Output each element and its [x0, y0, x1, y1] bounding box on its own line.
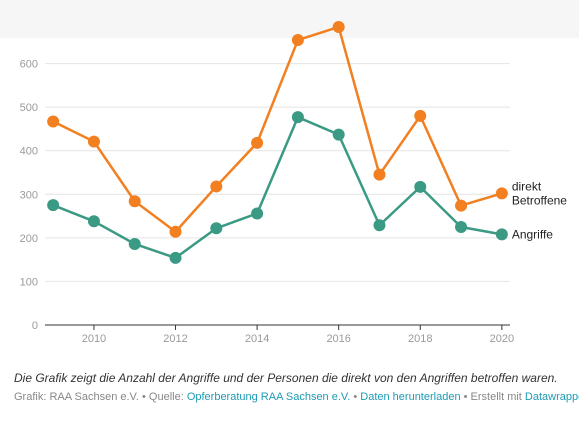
credits-separator: • — [350, 391, 361, 403]
data-point-direkt-betroffene-2014[interactable] — [251, 136, 264, 149]
chart-credits: Grafik: RAA Sachsen e.V. • Quelle: Opfer… — [14, 391, 579, 403]
data-point-direkt-betroffene-2020[interactable] — [495, 187, 508, 200]
series-label-angriffe-0: Angriffe — [512, 227, 553, 241]
data-point-direkt-betroffene-2013[interactable] — [210, 180, 223, 193]
x-tick-label-2012: 2012 — [163, 333, 187, 345]
series-line-direkt-betroffene — [52, 25, 503, 234]
y-tick-label-500: 500 — [20, 102, 38, 114]
credits-prefix: Grafik: RAA Sachsen e.V. • Quelle: — [14, 391, 187, 403]
series-label-direkt-betroffene-1: Betroffene — [512, 193, 567, 207]
source-link[interactable]: Opferberatung RAA Sachsen e.V. — [186, 391, 351, 403]
data-point-angriffe-2014[interactable] — [251, 207, 264, 220]
data-point-angriffe-2009[interactable] — [47, 199, 60, 212]
data-point-direkt-betroffene-2018[interactable] — [414, 109, 427, 122]
line-chart: 0 100 200 300 400 500 600 2010 2012 2014 2016 2018… — [20, 20, 567, 345]
series-line-angriffe — [52, 115, 503, 260]
data-point-angriffe-2012[interactable] — [169, 251, 182, 264]
data-point-direkt-betroffene-2012[interactable] — [169, 225, 182, 238]
datawrapper-link[interactable]: Datawrapper — [524, 391, 579, 403]
data-point-angriffe-2020[interactable] — [495, 228, 508, 241]
data-point-direkt-betroffene-2015[interactable] — [291, 34, 304, 47]
x-tick-label-2016: 2016 — [326, 333, 350, 345]
data-point-angriffe-2019[interactable] — [455, 220, 468, 233]
y-tick-label-100: 100 — [20, 276, 38, 288]
series-label-direkt-betroffene-0: direkt — [512, 179, 542, 193]
data-point-direkt-betroffene-2011[interactable] — [128, 195, 141, 208]
y-tick-label-600: 600 — [20, 59, 38, 71]
data-point-direkt-betroffene-2019[interactable] — [455, 199, 468, 212]
grid-lines — [45, 63, 510, 326]
top-band — [0, 0, 579, 38]
data-point-angriffe-2011[interactable] — [128, 237, 141, 250]
download-data-link[interactable]: Daten herunterladen — [360, 391, 461, 403]
chart-caption: Die Grafik zeigt die Anzahl der Angriffe… — [14, 371, 558, 385]
data-point-angriffe-2016[interactable] — [332, 128, 345, 141]
x-tick-label-2018: 2018 — [408, 333, 432, 345]
data-point-direkt-betroffene-2009[interactable] — [47, 115, 60, 128]
data-point-direkt-betroffene-2010[interactable] — [87, 135, 100, 148]
y-tick-label-300: 300 — [20, 189, 38, 201]
data-point-direkt-betroffene-2017[interactable] — [373, 168, 386, 181]
credits-middle: • Erstellt mit — [460, 391, 525, 403]
x-tick-label-2020: 2020 — [490, 333, 514, 345]
series-group — [47, 20, 508, 264]
y-tick-label-400: 400 — [20, 146, 38, 158]
y-tick-label-0: 0 — [32, 320, 38, 332]
x-tick-label-2010: 2010 — [82, 333, 106, 345]
y-tick-label-200: 200 — [20, 233, 38, 245]
data-point-direkt-betroffene-2016[interactable] — [332, 20, 345, 33]
data-point-angriffe-2017[interactable] — [373, 219, 386, 232]
y-axis-ticks: 0 100 200 300 400 500 600 — [20, 59, 38, 332]
data-point-angriffe-2018[interactable] — [414, 180, 427, 193]
data-point-angriffe-2013[interactable] — [210, 222, 223, 235]
x-axis-ticks: 2010 2012 2014 2016 2018 2020 — [82, 325, 514, 345]
data-point-angriffe-2015[interactable] — [291, 111, 304, 124]
x-tick-label-2014: 2014 — [245, 333, 269, 345]
data-point-angriffe-2010[interactable] — [87, 215, 100, 228]
